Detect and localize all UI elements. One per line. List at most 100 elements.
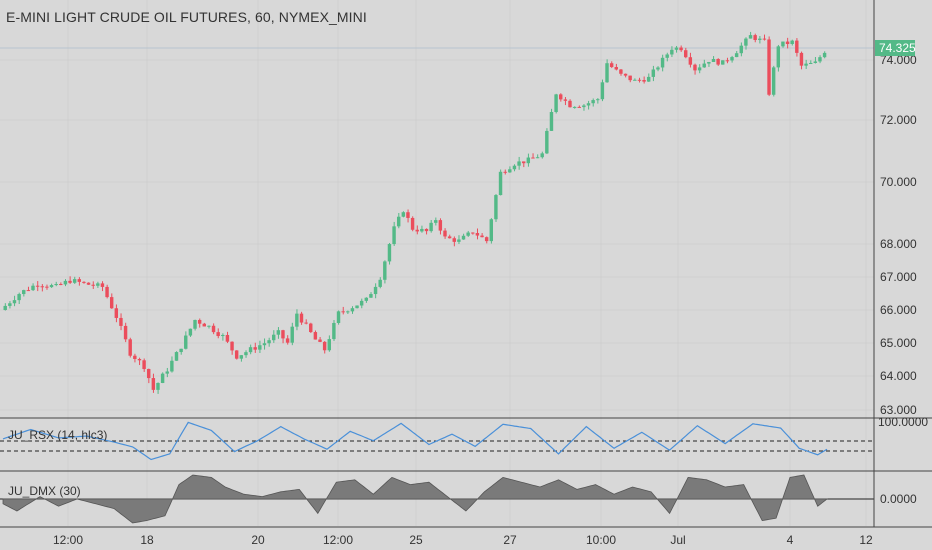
- candle-16: [77, 277, 81, 286]
- candle-24: [114, 304, 119, 323]
- price-pane[interactable]: [0, 0, 874, 526]
- candle-79: [369, 292, 373, 298]
- candle-132: [614, 63, 618, 71]
- candle-72: [336, 310, 341, 325]
- candle-26: [123, 322, 128, 343]
- candle-143: [665, 52, 669, 62]
- candle-74: [346, 310, 350, 314]
- candle-154: [716, 58, 720, 66]
- candle-139: [646, 73, 651, 82]
- candle-3: [17, 292, 21, 304]
- candle-162: [753, 33, 757, 43]
- candle-133: [619, 69, 623, 76]
- last-price-value: 74.325: [879, 41, 916, 55]
- dmx-tick: 0.0000: [880, 492, 917, 506]
- candle-27: [128, 337, 132, 358]
- candle-22: [105, 284, 109, 299]
- candle-77: [359, 298, 364, 309]
- candle-92: [429, 219, 433, 233]
- candle-172: [799, 51, 804, 70]
- dmx-pane[interactable]: [0, 474, 874, 524]
- candle-4: [22, 289, 26, 297]
- candle-18: [86, 282, 91, 285]
- candle-70: [327, 335, 331, 352]
- chart-title: E-MINI LIGHT CRUDE OIL FUTURES, 60, NYME…: [6, 9, 367, 25]
- time-tick-1: 18: [140, 533, 154, 547]
- candle-151: [702, 59, 706, 68]
- candle-130: [605, 59, 609, 83]
- time-tick-9: 12: [859, 533, 873, 547]
- candle-115: [535, 154, 540, 159]
- candle-104: [484, 236, 489, 244]
- candle-76: [355, 305, 359, 309]
- candle-117: [545, 128, 549, 155]
- candle-19: [91, 281, 95, 289]
- candle-43: [202, 322, 206, 327]
- candle-87: [406, 209, 410, 223]
- price-tick-2: 70.000: [880, 175, 917, 189]
- candle-67: [313, 330, 318, 340]
- candle-57: [267, 337, 271, 347]
- candle-54: [253, 342, 257, 353]
- candle-120: [559, 93, 563, 102]
- price-tick-3: 68.000: [880, 237, 917, 251]
- rsx-tick: 100.0000: [878, 415, 928, 429]
- candle-91: [424, 228, 429, 235]
- candle-157: [730, 55, 734, 63]
- candle-171: [795, 38, 799, 57]
- candle-128: [596, 98, 600, 104]
- candle-156: [725, 57, 730, 64]
- candle-66: [309, 322, 313, 334]
- candle-49: [230, 341, 234, 355]
- rsx-label: JU_RSX (14, hlc3): [8, 428, 108, 442]
- candle-169: [785, 37, 790, 49]
- candle-69: [322, 341, 327, 354]
- candle-84: [392, 221, 396, 246]
- candle-65: [304, 319, 308, 325]
- candle-42: [197, 318, 202, 328]
- candle-113: [526, 153, 531, 167]
- candle-126: [586, 100, 591, 110]
- candle-136: [633, 78, 637, 81]
- dmx-area: [2, 474, 829, 524]
- candle-102: [475, 228, 480, 240]
- candle-68: [318, 336, 322, 343]
- candle-108: [503, 169, 507, 175]
- candle-135: [628, 75, 632, 83]
- candle-100: [466, 230, 470, 237]
- candle-164: [762, 34, 767, 41]
- candle-149: [693, 63, 697, 75]
- candle-165: [767, 36, 771, 97]
- candle-119: [554, 93, 558, 114]
- candle-37: [174, 351, 179, 361]
- rsx-pane[interactable]: [0, 421, 874, 461]
- candle-20: [96, 281, 100, 288]
- price-tick-4: 67.000: [880, 270, 917, 284]
- candle-99: [461, 233, 466, 240]
- time-tick-4: 25: [409, 533, 423, 547]
- candle-150: [697, 64, 702, 74]
- candle-38: [179, 348, 183, 355]
- candle-129: [600, 79, 605, 102]
- candle-175: [813, 56, 818, 64]
- candle-13: [63, 279, 68, 287]
- candle-137: [637, 77, 642, 83]
- candle-174: [808, 60, 813, 64]
- candle-29: [137, 357, 142, 366]
- candle-61: [285, 335, 290, 345]
- candle-34: [160, 372, 165, 384]
- candle-131: [609, 61, 614, 69]
- candle-73: [341, 306, 345, 315]
- candle-30: [142, 358, 146, 372]
- price-tick-1: 72.000: [880, 113, 917, 127]
- candle-56: [262, 338, 267, 350]
- candle-116: [540, 151, 544, 159]
- dmx-label: JU_DMX (30): [8, 484, 81, 498]
- candle-110: [512, 164, 517, 172]
- candle-5: [26, 286, 31, 292]
- candle-145: [674, 45, 679, 53]
- candle-78: [364, 297, 369, 303]
